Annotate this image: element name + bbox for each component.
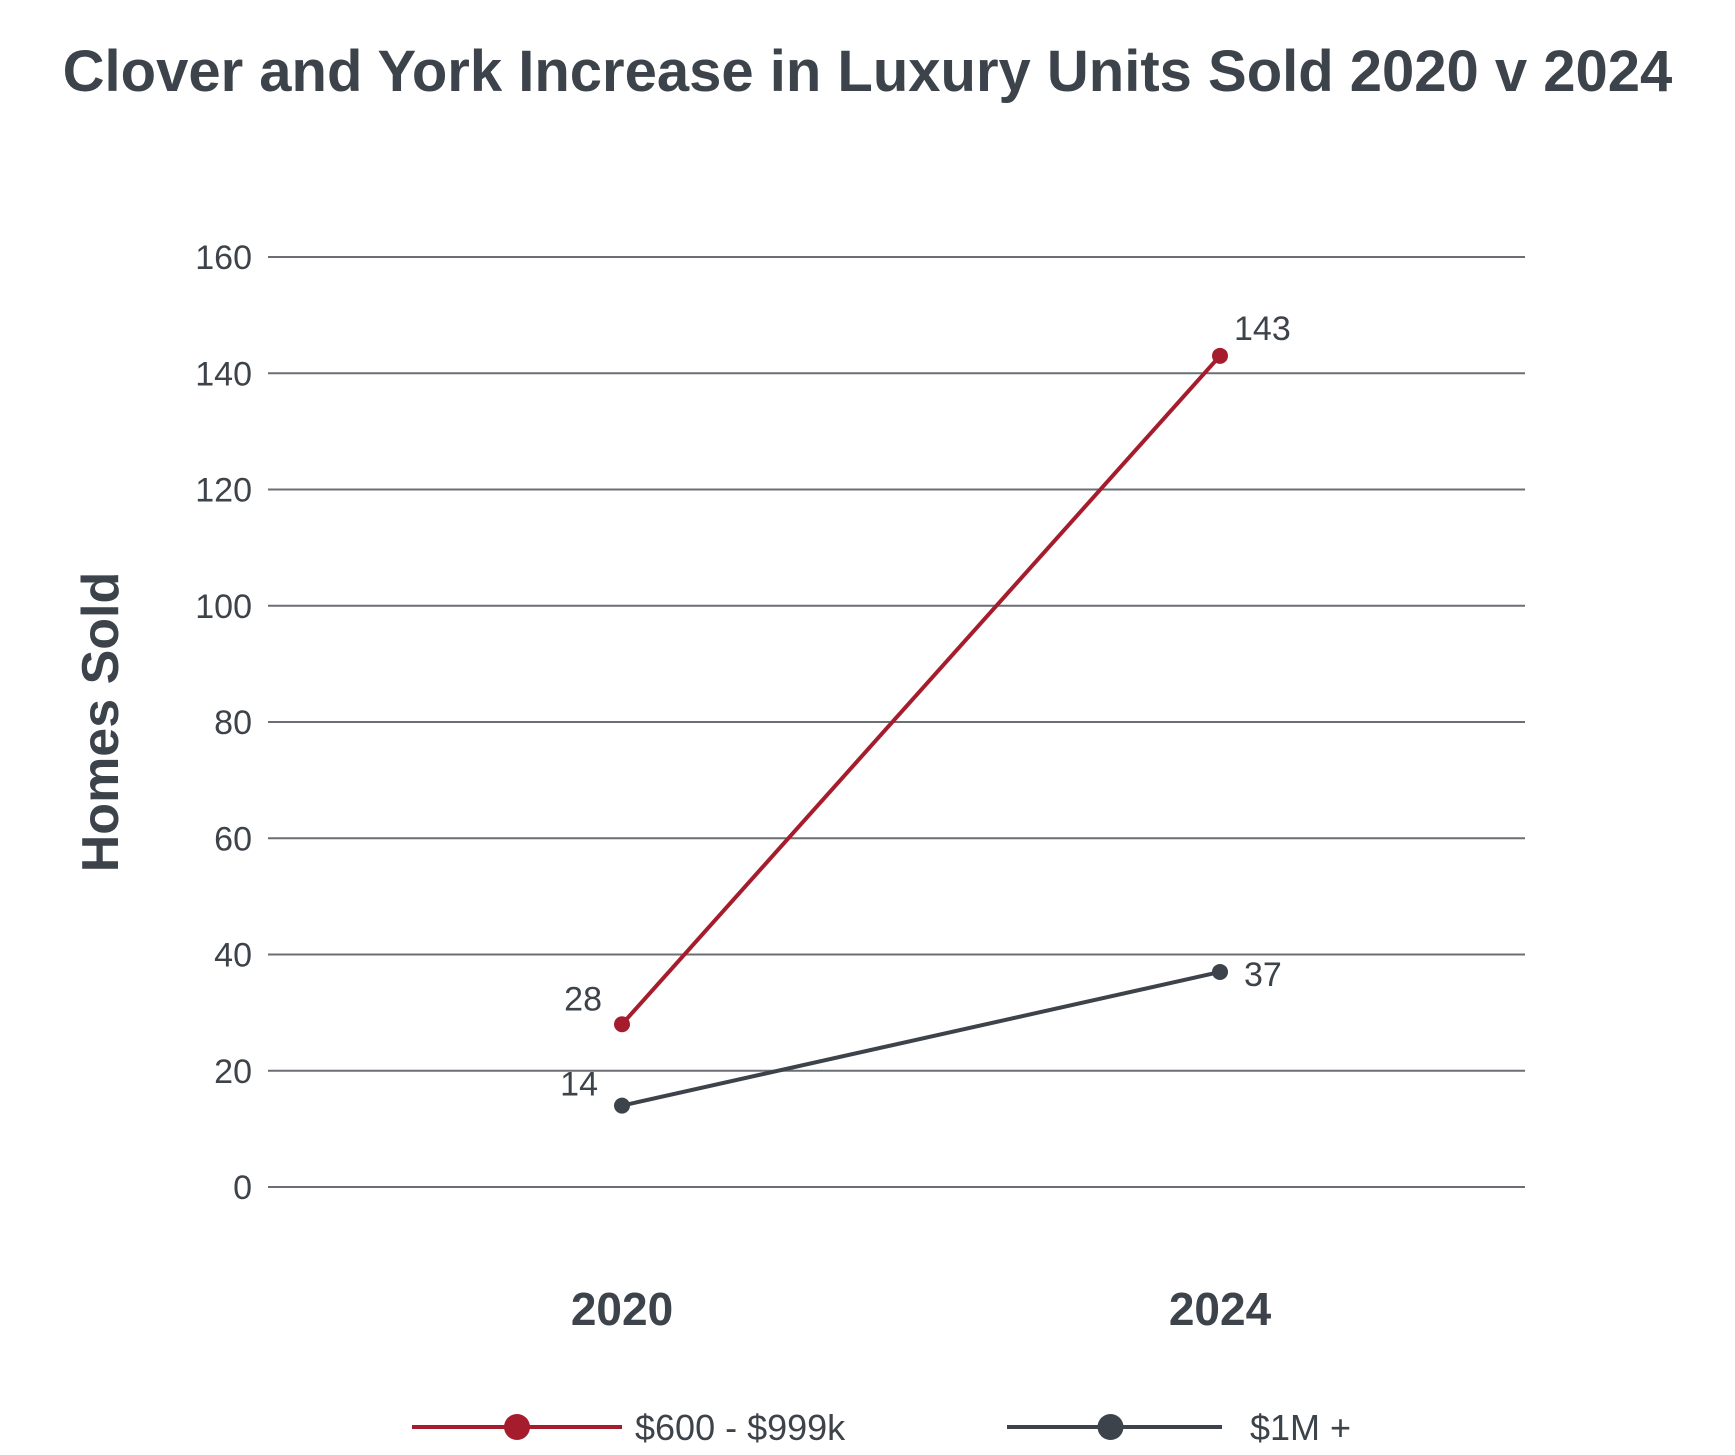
data-point-1-1 bbox=[1212, 963, 1228, 980]
legend-marker-1 bbox=[1097, 1414, 1124, 1440]
y-tick-label-100: 100 bbox=[195, 588, 252, 626]
data-label-0-0: 28 bbox=[564, 980, 602, 1018]
data-point-0-1 bbox=[1212, 347, 1228, 364]
series-line-0 bbox=[620, 354, 1222, 1026]
y-tick-label-160: 160 bbox=[195, 239, 252, 277]
x-tick-label-2024: 2024 bbox=[1169, 1283, 1272, 1335]
y-tick-label-0: 0 bbox=[233, 1169, 252, 1207]
y-tick-label-40: 40 bbox=[214, 937, 252, 975]
data-label-1-0: 14 bbox=[560, 1066, 598, 1104]
data-label-1-1: 37 bbox=[1244, 956, 1282, 994]
x-tick-label-2020: 2020 bbox=[571, 1283, 673, 1335]
series-line-1 bbox=[621, 969, 1221, 1108]
y-tick-label-80: 80 bbox=[214, 704, 252, 742]
y-tick-label-20: 20 bbox=[214, 1053, 252, 1091]
data-label-0-1: 143 bbox=[1234, 310, 1291, 348]
y-tick-label-140: 140 bbox=[195, 355, 252, 393]
legend-marker-0 bbox=[504, 1414, 530, 1440]
chart-title: Clover and York Increase in Luxury Units… bbox=[62, 39, 1673, 104]
y-tick-label-120: 120 bbox=[195, 472, 252, 510]
y-axis-label: Homes Sold bbox=[72, 572, 130, 873]
data-point-1-0 bbox=[614, 1097, 630, 1114]
legend-label-1: $1M + bbox=[1250, 1407, 1351, 1448]
data-point-0-0 bbox=[614, 1016, 630, 1033]
legend-label-0: $600 - $999k bbox=[635, 1407, 846, 1448]
y-tick-label-60: 60 bbox=[214, 820, 252, 858]
